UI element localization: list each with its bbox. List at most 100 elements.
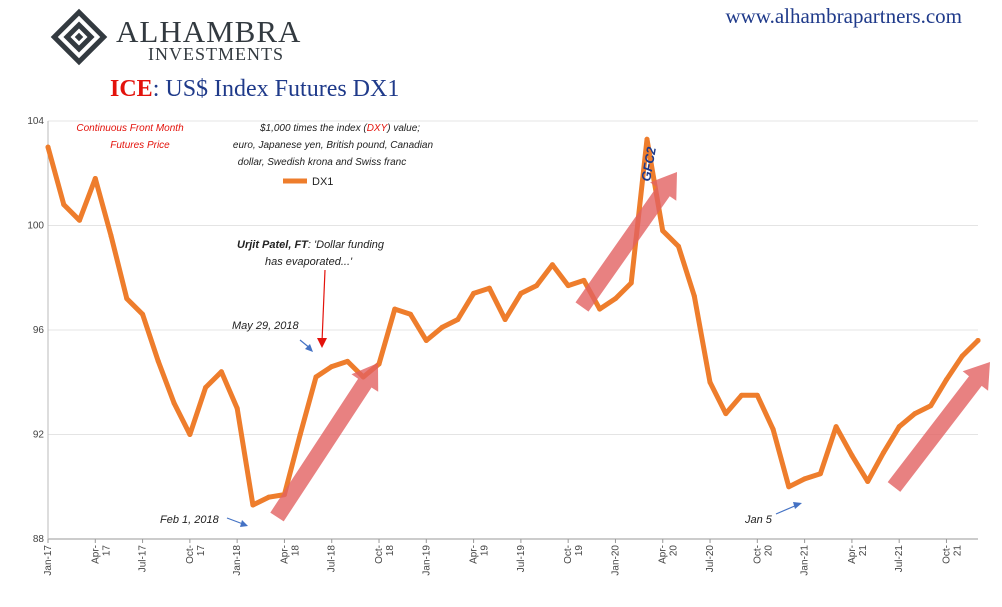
chart-title-prefix: ICE [110,76,153,102]
dx1-data-point [739,392,745,398]
dx1-data-point [266,494,272,500]
note-description-line3: dollar, Swedish krona and Swiss franc [238,157,406,168]
dx1-data-point [754,392,760,398]
dx1-data-point [297,432,303,437]
note-description-line2: euro, Japanese yen, British pound, Canad… [233,140,434,151]
legend-label: DX1 [312,176,333,188]
dx1-data-point [392,306,398,312]
x-tick-label: 20 [669,545,680,557]
x-tick-label: Jul-18 [327,545,338,573]
dx1-data-point [896,424,902,430]
dx1-data-point [865,479,871,485]
alhambra-logo-icon [50,8,108,66]
chart-title: ICE: US$ Index Futures DX1 [110,76,399,103]
dx1-data-point [723,411,729,417]
dx1-data-point [786,484,792,490]
dx1-data-point [203,384,209,390]
dx1-data-point [45,144,51,150]
dx1-data-point [218,369,224,375]
note-description-line1: $1,000 times the index (DXY) value; [259,123,420,134]
note-jan5: Jan 5 [744,514,773,526]
dx1-data-point [187,432,193,437]
dx1-data-point [455,317,461,323]
dx1-data-point [471,290,477,296]
dx1-data-point [61,202,67,208]
y-tick-label: 88 [33,534,45,545]
x-tick-label: Jan-18 [232,545,243,576]
dx1-data-point [124,296,130,302]
y-tick-label: 92 [33,430,45,441]
dx1-data-point [880,450,886,456]
patel-pointer-line [321,269,326,343]
note-description-text: $1,000 times the index ( [259,123,368,134]
dx1-data-point [691,293,697,299]
note-description-dxy: DXY [367,123,389,134]
dx1-data-point [565,283,571,289]
website-url[interactable]: www.alhambrapartners.com [725,4,962,28]
dx1-data-point [849,452,855,458]
dx1-data-point [928,403,934,409]
dx1-data-point [329,364,335,370]
dx1-data-point [408,311,414,317]
dx1-data-point [549,262,555,268]
x-tick-label: Jan-21 [800,545,811,576]
dx1-data-point [313,374,319,380]
jan5-pointer-line [775,504,798,515]
y-tick-label: 96 [33,325,45,336]
x-tick-label: Jan-20 [610,545,621,576]
dx1-data-point [707,379,713,385]
x-tick-label: Apr- [847,545,858,564]
dx1-data-point [644,136,650,142]
x-tick-label: Jul-17 [138,545,149,573]
dx1-data-point [423,337,429,343]
note-patel-line2: has evaporated...' [265,256,353,268]
trend-arrow-2018 [270,363,379,522]
x-tick-label: Apr- [90,545,101,564]
dx1-data-point [660,228,666,234]
x-tick-label: 19 [574,545,585,557]
feb1-pointer-line [226,517,244,525]
dx1-data-point [108,233,114,239]
dx1-data-point [439,324,445,330]
note-continuous-line2: Futures Price [110,140,170,151]
dx1-data-point [534,283,540,289]
note-patel-quote: : 'Dollar funding [308,239,385,251]
dx1-data-point [943,377,949,383]
dx1-data-point [171,400,177,406]
x-tick-label: Jan-17 [43,545,54,576]
x-tick-label: Oct- [374,545,385,564]
x-tick-label: 19 [480,545,491,557]
brand-name: ALHAMBRA [116,14,302,49]
x-tick-label: Jul-21 [894,545,905,573]
dx1-data-point [250,502,256,508]
x-tick-label: 21 [952,545,963,557]
note-patel-source: Urjit Patel, FT [237,239,309,251]
may29-pointer-head [305,344,313,352]
dx1-data-point [628,280,634,286]
trend-arrow-2020 [575,172,677,312]
x-tick-label: 17 [101,545,112,557]
dx1-data-point [959,353,965,359]
note-continuous-line1: Continuous Front Month [76,123,184,134]
x-tick-label: Apr- [658,545,669,564]
dx1-data-point [155,358,161,364]
dx1-data-point [486,285,492,291]
dx1-data-point [502,317,508,323]
patel-pointer-head [317,338,327,348]
x-tick-label: Apr- [469,545,480,564]
x-tick-label: Apr- [279,545,290,564]
dx1-data-point [597,306,603,312]
feb1-pointer-head [240,520,248,527]
dx1-data-point [770,426,776,432]
x-tick-label: Jul-20 [705,545,716,573]
chart-title-rest: : US$ Index Futures DX1 [152,76,400,102]
dx1-data-point [912,411,918,417]
jan5-pointer-head [793,502,802,509]
y-tick-label: 100 [27,221,44,232]
dx1-data-point [140,311,146,317]
x-tick-label: 17 [196,545,207,557]
dx1-data-point [234,405,240,411]
dx1-series-line [45,136,981,508]
note-may29: May 29, 2018 [232,320,300,332]
x-tick-label: 18 [385,545,396,557]
